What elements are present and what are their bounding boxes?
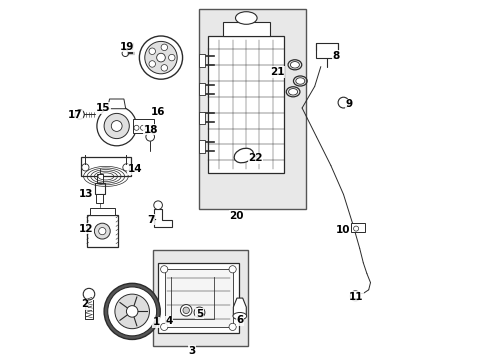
Ellipse shape <box>234 148 253 163</box>
Polygon shape <box>233 298 246 316</box>
Text: 3: 3 <box>188 346 196 356</box>
Text: 5: 5 <box>196 309 203 319</box>
Circle shape <box>134 125 139 130</box>
Polygon shape <box>199 54 204 67</box>
Circle shape <box>97 106 136 146</box>
Bar <box>164 269 232 327</box>
Circle shape <box>140 125 145 130</box>
Text: 7: 7 <box>147 215 154 225</box>
Ellipse shape <box>235 12 257 24</box>
Bar <box>81 157 131 176</box>
Polygon shape <box>199 112 204 124</box>
Bar <box>95 183 104 194</box>
Circle shape <box>353 226 358 231</box>
Circle shape <box>149 48 155 54</box>
Bar <box>350 223 365 232</box>
Bar <box>316 43 337 58</box>
Bar <box>89 208 115 215</box>
Circle shape <box>115 294 149 329</box>
Circle shape <box>122 164 130 171</box>
Text: 12: 12 <box>79 224 93 234</box>
Bar <box>87 215 118 247</box>
Circle shape <box>180 305 192 316</box>
Bar <box>223 22 269 36</box>
Polygon shape <box>154 209 172 227</box>
Circle shape <box>168 54 175 61</box>
Ellipse shape <box>288 89 297 95</box>
Text: 20: 20 <box>229 211 244 221</box>
Circle shape <box>146 125 152 130</box>
Circle shape <box>122 50 128 57</box>
Bar <box>208 36 284 173</box>
Text: 6: 6 <box>236 315 243 325</box>
Bar <box>96 194 103 203</box>
Circle shape <box>139 36 182 79</box>
Text: 4: 4 <box>165 316 172 326</box>
Text: 15: 15 <box>96 103 110 113</box>
Polygon shape <box>199 140 204 153</box>
Circle shape <box>75 110 84 119</box>
Circle shape <box>153 201 162 210</box>
Text: 2: 2 <box>81 299 88 309</box>
Bar <box>97 174 102 183</box>
Circle shape <box>104 113 129 139</box>
Circle shape <box>111 121 122 131</box>
Text: 22: 22 <box>247 153 262 163</box>
Text: 9: 9 <box>345 99 352 109</box>
Circle shape <box>94 223 110 239</box>
Circle shape <box>161 44 167 50</box>
Bar <box>158 263 239 333</box>
Circle shape <box>149 61 155 67</box>
Circle shape <box>83 288 95 300</box>
Text: 1: 1 <box>152 317 160 327</box>
Text: 21: 21 <box>269 67 284 77</box>
Circle shape <box>145 132 154 141</box>
Circle shape <box>161 65 167 71</box>
Circle shape <box>126 306 138 317</box>
Circle shape <box>99 228 106 235</box>
Circle shape <box>196 310 202 315</box>
Text: 18: 18 <box>143 125 158 135</box>
Text: 13: 13 <box>79 189 93 199</box>
Circle shape <box>144 41 177 74</box>
Circle shape <box>183 307 189 314</box>
Text: 17: 17 <box>68 110 82 120</box>
Circle shape <box>228 266 236 273</box>
Text: 10: 10 <box>336 225 350 235</box>
Circle shape <box>160 266 167 273</box>
Text: 16: 16 <box>150 107 165 117</box>
Text: 19: 19 <box>120 42 134 52</box>
Circle shape <box>228 323 236 330</box>
Circle shape <box>107 287 156 336</box>
Text: 11: 11 <box>348 292 363 302</box>
Bar <box>133 119 154 133</box>
Text: 8: 8 <box>332 51 339 61</box>
Ellipse shape <box>295 78 304 84</box>
Circle shape <box>81 164 89 171</box>
Ellipse shape <box>232 312 246 320</box>
Bar <box>152 250 247 346</box>
Polygon shape <box>107 99 125 109</box>
Circle shape <box>104 283 160 339</box>
Ellipse shape <box>290 62 299 68</box>
Circle shape <box>160 323 167 330</box>
Text: 14: 14 <box>127 164 142 174</box>
Polygon shape <box>199 83 204 95</box>
Bar <box>199 9 305 209</box>
Circle shape <box>156 53 165 62</box>
